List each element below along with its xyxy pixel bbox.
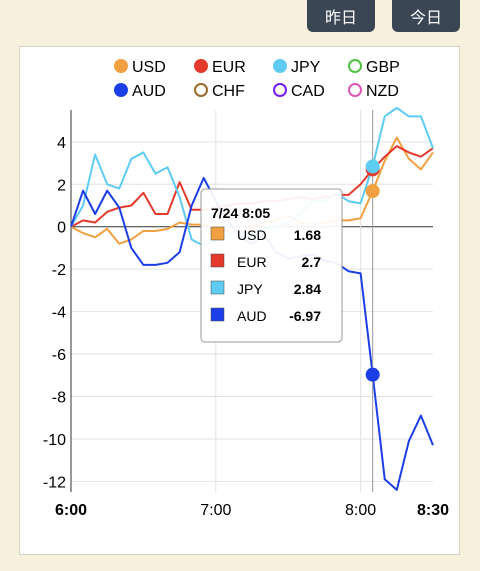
legend-item-cad[interactable]: CAD [273,83,325,100]
legend-item-gbp[interactable]: GBP [348,59,400,76]
y-tick-label: 2 [57,177,66,194]
point-marker-aud [365,367,380,382]
legend-label: CHF [212,83,245,100]
legend-marker [273,83,287,97]
tooltip-swatch-usd [210,226,225,241]
legend-item-nzd[interactable]: NZD [348,83,399,100]
tooltip-swatch-aud [210,307,225,322]
tooltip-title: 7/24 8:05 [211,205,270,221]
legend-label: JPY [291,59,321,76]
x-tick-label: 8:30 [417,502,449,519]
tooltip-label-eur: EUR [237,254,267,270]
legend-item-aud[interactable]: AUD [114,83,166,100]
y-tick-label: -4 [52,305,66,322]
x-tick-label: 6:00 [55,502,87,519]
legend-marker [194,59,208,73]
y-tick-label: -2 [52,262,66,279]
y-tick-label: -10 [43,432,66,449]
y-tick-label: 0 [57,220,66,237]
legend-item-chf[interactable]: CHF [194,83,245,100]
tooltip-value-jpy: 2.84 [294,281,321,297]
point-marker-jpy [365,159,380,174]
legend-item-eur[interactable]: EUR [194,59,246,76]
tooltip-swatch-eur [210,253,225,268]
legend-item-usd[interactable]: USD [114,59,166,76]
legend-label: NZD [366,83,399,100]
tooltip-value-eur: 2.7 [302,254,322,270]
y-tick-label: -6 [52,347,66,364]
tooltip: 7/24 8:05 USD 1.68 EUR 2.7 JPY 2.84 AUD -6.97 [200,188,343,343]
point-marker-usd [365,184,380,199]
legend-label: USD [132,59,166,76]
y-tick-label: 4 [57,135,66,152]
legend-label: GBP [366,59,400,76]
legend-label: CAD [291,83,325,100]
legend-item-jpy[interactable]: JPY [273,59,321,76]
tooltip-swatch-jpy [210,280,225,295]
y-tick-label: -8 [52,390,66,407]
x-tick-label: 8:00 [345,502,376,519]
legend-label: EUR [212,59,246,76]
tooltip-label-usd: USD [237,227,267,243]
legend-marker [114,59,128,73]
tooltip-value-aud: -6.97 [289,308,321,324]
legend-marker [348,83,362,97]
today-button[interactable]: 今日 [392,0,460,32]
tooltip-value-usd: 1.68 [294,227,321,243]
x-tick-label: 7:00 [200,502,231,519]
legend-marker [348,59,362,73]
legend-marker [194,83,208,97]
legend-marker [114,83,128,97]
legend-label: AUD [132,83,166,100]
tooltip-label-jpy: JPY [237,281,263,297]
tooltip-label-aud: AUD [237,308,267,324]
yesterday-button[interactable]: 昨日 [307,0,375,32]
y-tick-label: -12 [43,474,66,491]
legend-marker [273,59,287,73]
tooltip-box [200,188,343,343]
